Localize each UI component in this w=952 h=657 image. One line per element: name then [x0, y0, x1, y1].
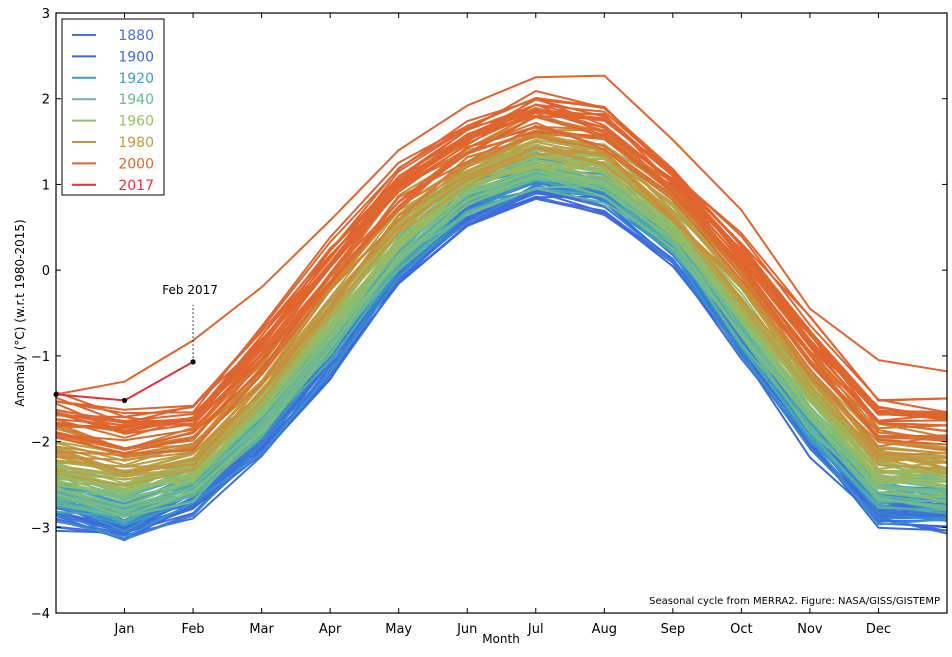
credit-text: Seasonal cycle from MERRA2. Figure: NASA… [649, 596, 940, 607]
series-line-1998 [55, 130, 948, 455]
x-tick-label: Apr [319, 622, 342, 637]
legend-label-2017: 2017 [118, 178, 154, 194]
annotation: Feb 2017 [162, 283, 218, 358]
point-2017-1 [121, 397, 128, 404]
series-line-2016 [55, 74, 948, 396]
plot-frame [55, 12, 948, 614]
y-tick-label: −4 [31, 607, 50, 622]
series-line-1983 [55, 147, 948, 474]
y-tick-label: −3 [31, 521, 50, 536]
x-axis: Jan Feb Mar Apr May Jun Jul Aug Sep Oct Nov Dec [114, 13, 891, 637]
x-tick-label: Feb [182, 622, 205, 637]
y-tick-label: −1 [31, 350, 50, 365]
series-line-2004 [55, 115, 948, 450]
series-line-1999 [55, 126, 948, 442]
annotation-label: Feb 2017 [162, 283, 218, 297]
y-tick-label: −2 [31, 436, 50, 451]
legend-label-2000: 2000 [118, 156, 154, 172]
x-tick-label: Mar [249, 622, 274, 637]
legend-label-1960: 1960 [118, 114, 154, 130]
series-line-1997 [55, 124, 948, 455]
series-line-1939 [55, 184, 948, 518]
x-tick-label: Dec [866, 622, 891, 637]
x-tick-label: Aug [592, 622, 617, 637]
x-tick-label: Jun [456, 622, 477, 637]
legend-label-1880: 1880 [118, 28, 154, 44]
series-line-1985 [55, 133, 948, 461]
x-tick-label: Nov [797, 622, 823, 637]
highlight-series [53, 74, 948, 404]
y-tick-label: 3 [42, 7, 50, 22]
legend-label-1980: 1980 [118, 135, 154, 151]
series-line-2014 [55, 103, 948, 427]
series-line-2015 [55, 97, 948, 415]
legend-label-1920: 1920 [118, 71, 154, 87]
series-line-1910 [55, 183, 948, 541]
series-line-1901 [55, 192, 948, 534]
y-axis: −4 −3 −2 −1 0 1 2 3 [31, 7, 947, 622]
point-2017-2 [190, 359, 196, 365]
series-line-1992 [55, 111, 948, 451]
series-line-1982 [55, 147, 948, 474]
series-line-1975 [55, 141, 948, 481]
series-lines [55, 90, 948, 542]
x-tick-label: Jan [114, 622, 135, 637]
y-axis-label: Anomaly (°C) (w.r.t 1980-2015) [13, 219, 27, 406]
legend: 1880 1900 1920 1940 1960 1980 2000 2017 [61, 18, 165, 196]
series-line-1989 [55, 136, 948, 457]
x-tick-label: May [385, 622, 412, 637]
y-tick-label: 1 [42, 178, 50, 193]
legend-box [61, 18, 165, 196]
x-axis-label: Month [482, 632, 520, 646]
x-tick-label: Sep [661, 622, 686, 637]
series-line-1990 [55, 132, 948, 459]
legend-label-1900: 1900 [118, 49, 154, 65]
legend-label-1940: 1940 [118, 92, 154, 108]
y-tick-label: 0 [42, 264, 50, 279]
x-tick-label: Jul [527, 622, 544, 637]
y-tick-label: 2 [42, 93, 50, 108]
series-line-2013 [55, 111, 948, 432]
x-tick-label: Oct [730, 622, 752, 637]
